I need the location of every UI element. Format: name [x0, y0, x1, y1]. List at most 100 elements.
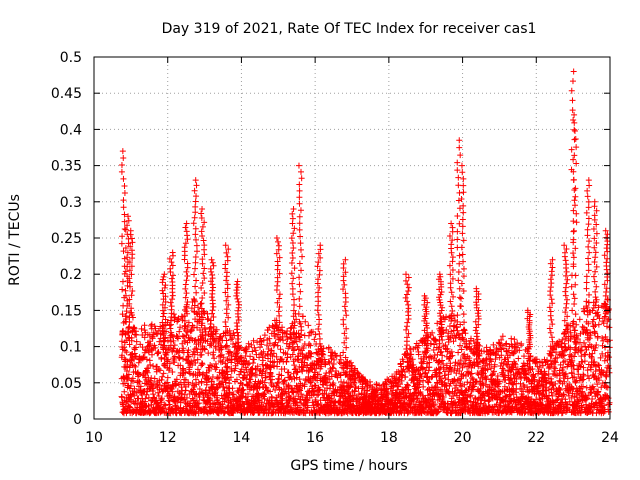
data-point — [303, 399, 310, 406]
data-point — [185, 353, 192, 360]
data-point — [143, 356, 150, 363]
data-point — [198, 379, 205, 386]
data-point — [337, 372, 344, 379]
data-point — [281, 366, 288, 373]
data-point — [227, 336, 234, 343]
data-point — [320, 345, 327, 352]
data-point — [307, 329, 314, 336]
data-point — [223, 384, 230, 391]
data-point — [259, 357, 266, 364]
data-point — [315, 391, 322, 398]
data-point — [131, 362, 138, 369]
data-point — [204, 338, 211, 345]
data-point — [152, 344, 159, 351]
data-point — [127, 383, 134, 390]
data-point — [166, 322, 173, 329]
data-point — [294, 356, 301, 363]
data-point — [176, 354, 183, 361]
data-point — [171, 357, 178, 364]
data-point — [159, 373, 166, 380]
data-point — [329, 364, 336, 371]
data-point — [175, 335, 182, 342]
data-point — [132, 344, 139, 351]
data-point — [147, 341, 154, 348]
data-point — [352, 375, 359, 382]
data-point — [299, 368, 306, 375]
data-point — [167, 332, 174, 339]
data-point — [157, 367, 164, 374]
data-point — [213, 326, 220, 333]
data-point — [312, 382, 319, 389]
data-point — [323, 379, 330, 386]
data-point — [144, 369, 151, 376]
data-points — [118, 68, 613, 417]
data-point — [255, 390, 262, 397]
data-point — [330, 382, 337, 389]
data-point — [311, 382, 318, 389]
data-point — [305, 322, 312, 329]
data-point — [163, 349, 170, 356]
data-point — [199, 361, 206, 368]
data-point — [262, 384, 269, 391]
chart-title: Day 319 of 2021, Rate Of TEC Index for r… — [162, 21, 537, 37]
data-point — [198, 388, 205, 395]
data-point — [185, 319, 192, 326]
data-point — [155, 366, 162, 373]
data-point — [125, 329, 132, 336]
data-point — [133, 388, 140, 395]
data-point — [212, 389, 219, 396]
data-point — [352, 383, 359, 390]
data-point — [261, 332, 268, 339]
data-point — [247, 376, 254, 383]
data-point — [273, 353, 280, 360]
data-point — [325, 358, 332, 365]
data-point — [223, 368, 230, 375]
data-point — [201, 346, 208, 353]
data-point — [302, 318, 309, 325]
data-point — [290, 339, 297, 346]
data-point — [188, 305, 195, 312]
data-point — [133, 338, 140, 345]
data-point — [208, 362, 215, 369]
data-point — [279, 356, 286, 363]
data-point — [155, 393, 162, 400]
data-point — [250, 356, 257, 363]
data-point — [173, 332, 180, 339]
data-point — [261, 379, 268, 386]
data-point — [177, 362, 184, 369]
data-point — [119, 352, 126, 359]
data-point — [171, 342, 178, 349]
data-point — [263, 384, 270, 391]
data-point — [325, 344, 332, 351]
data-point — [307, 349, 314, 356]
data-point — [158, 395, 165, 402]
data-point — [194, 356, 201, 363]
y-axis-label: ROTI / TECUs — [7, 194, 23, 286]
data-point — [264, 350, 271, 357]
data-point — [150, 362, 157, 369]
data-point — [243, 348, 250, 355]
data-point — [259, 399, 266, 406]
data-point — [194, 349, 201, 356]
data-point — [290, 330, 297, 337]
data-point — [290, 370, 297, 377]
data-point — [274, 380, 281, 387]
data-point — [292, 365, 299, 372]
data-point — [252, 366, 259, 373]
data-point — [236, 371, 243, 378]
data-point — [134, 377, 141, 384]
data-point — [211, 400, 218, 407]
data-point — [212, 343, 219, 350]
data-point — [150, 391, 157, 398]
data-point — [185, 347, 192, 354]
data-point — [301, 359, 308, 366]
data-point — [215, 374, 222, 381]
data-point — [264, 387, 271, 394]
data-point — [267, 388, 274, 395]
data-point — [155, 349, 162, 356]
data-point — [162, 402, 169, 409]
data-point — [281, 377, 288, 384]
data-point — [147, 361, 154, 368]
data-point — [125, 371, 132, 378]
data-point — [222, 360, 229, 367]
